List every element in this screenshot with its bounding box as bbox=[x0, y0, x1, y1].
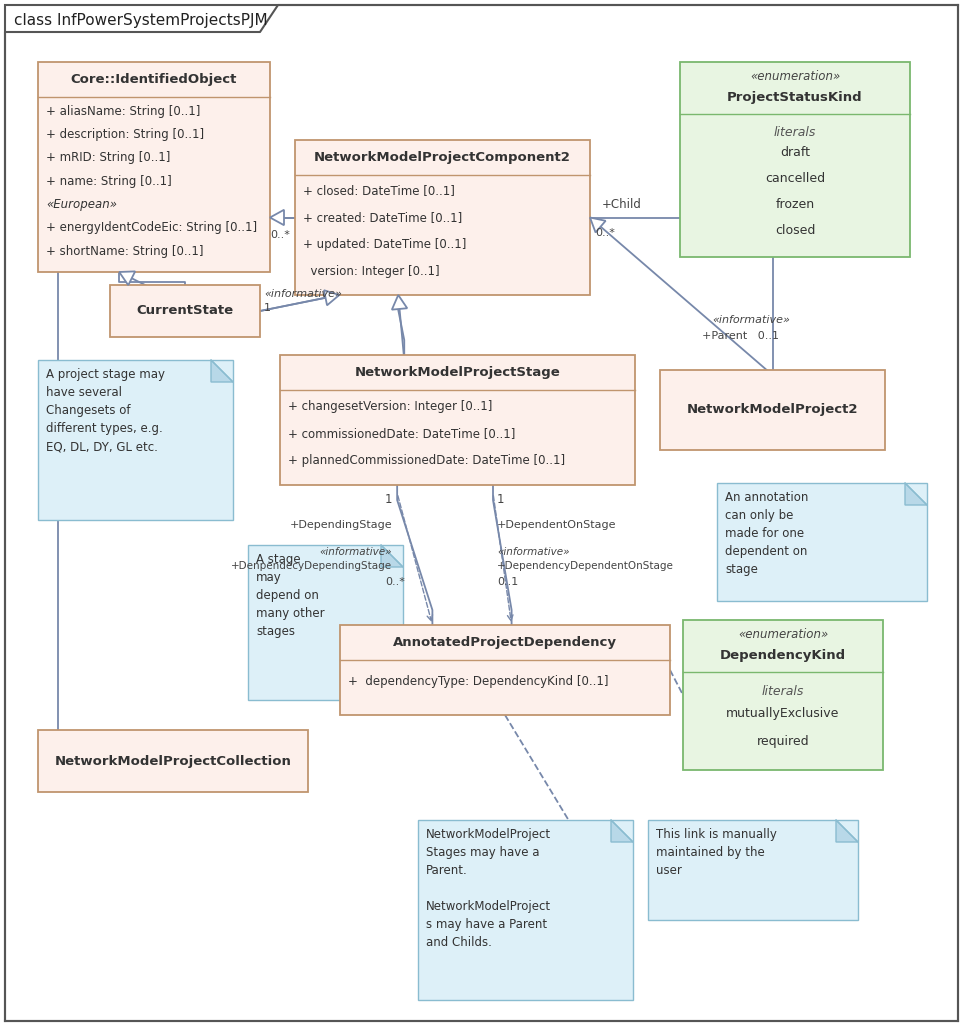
Text: +DenpendecyDependingStage: +DenpendecyDependingStage bbox=[231, 561, 392, 571]
Polygon shape bbox=[324, 290, 339, 306]
Text: +DependencyDependentOnStage: +DependencyDependentOnStage bbox=[497, 561, 674, 571]
Text: «informative»: «informative» bbox=[713, 315, 791, 325]
Text: 0..*: 0..* bbox=[271, 230, 290, 239]
Text: CurrentState: CurrentState bbox=[137, 305, 234, 317]
Text: required: required bbox=[757, 736, 809, 749]
Text: literals: literals bbox=[774, 126, 817, 139]
FancyBboxPatch shape bbox=[648, 820, 858, 920]
Text: mutuallyExclusive: mutuallyExclusive bbox=[726, 708, 840, 720]
Polygon shape bbox=[611, 820, 633, 842]
Text: 1: 1 bbox=[264, 303, 271, 313]
FancyBboxPatch shape bbox=[680, 62, 910, 256]
Text: «European»: «European» bbox=[46, 198, 117, 210]
Polygon shape bbox=[381, 545, 403, 567]
Text: + description: String [0..1]: + description: String [0..1] bbox=[46, 128, 204, 141]
Text: +DependentOnStage: +DependentOnStage bbox=[497, 520, 616, 530]
Polygon shape bbox=[211, 360, 233, 382]
Text: + commissionedDate: DateTime [0..1]: + commissionedDate: DateTime [0..1] bbox=[288, 427, 515, 440]
Text: 0..*: 0..* bbox=[385, 577, 405, 587]
Text: + aliasName: String [0..1]: + aliasName: String [0..1] bbox=[46, 105, 200, 118]
Text: + shortName: String [0..1]: + shortName: String [0..1] bbox=[46, 244, 203, 258]
Polygon shape bbox=[905, 483, 927, 505]
FancyBboxPatch shape bbox=[38, 62, 270, 272]
Text: draft: draft bbox=[780, 147, 810, 159]
Text: 0..*: 0..* bbox=[595, 228, 614, 237]
Text: DependencyKind: DependencyKind bbox=[720, 649, 846, 663]
Text: + updated: DateTime [0..1]: + updated: DateTime [0..1] bbox=[303, 238, 466, 250]
Text: NetworkModelProject2: NetworkModelProject2 bbox=[687, 403, 858, 417]
Text: ProjectStatusKind: ProjectStatusKind bbox=[727, 91, 863, 105]
Text: A project stage may
have several
Changesets of
different types, e.g.
EQ, DL, DY,: A project stage may have several Changes… bbox=[46, 368, 165, 453]
Text: «informative»: «informative» bbox=[497, 547, 569, 557]
Text: 0..1: 0..1 bbox=[497, 577, 518, 587]
Polygon shape bbox=[270, 209, 284, 225]
Text: version: Integer [0..1]: version: Integer [0..1] bbox=[303, 265, 440, 277]
FancyBboxPatch shape bbox=[110, 285, 260, 337]
Text: This link is manually
maintained by the
user: This link is manually maintained by the … bbox=[656, 828, 777, 877]
Text: NetworkModelProjectComponent2: NetworkModelProjectComponent2 bbox=[314, 151, 571, 164]
FancyBboxPatch shape bbox=[38, 731, 308, 792]
Text: + energyIdentCodeEic: String [0..1]: + energyIdentCodeEic: String [0..1] bbox=[46, 222, 257, 234]
Text: + mRID: String [0..1]: + mRID: String [0..1] bbox=[46, 151, 170, 164]
Text: + closed: DateTime [0..1]: + closed: DateTime [0..1] bbox=[303, 185, 455, 197]
Text: «enumeration»: «enumeration» bbox=[750, 70, 840, 82]
Text: «informative»: «informative» bbox=[264, 289, 342, 299]
Text: 1: 1 bbox=[497, 494, 505, 506]
Text: literals: literals bbox=[762, 685, 804, 698]
FancyBboxPatch shape bbox=[38, 360, 233, 520]
Text: An annotation
can only be
made for one
dependent on
stage: An annotation can only be made for one d… bbox=[725, 491, 808, 576]
Text: 1: 1 bbox=[384, 494, 392, 506]
Text: closed: closed bbox=[775, 225, 816, 237]
FancyBboxPatch shape bbox=[340, 625, 670, 715]
Text: +Parent   0..1: +Parent 0..1 bbox=[702, 331, 779, 341]
Text: NetworkModelProjectStage: NetworkModelProjectStage bbox=[354, 366, 560, 379]
FancyBboxPatch shape bbox=[418, 820, 633, 1000]
Polygon shape bbox=[119, 272, 135, 285]
Text: «enumeration»: «enumeration» bbox=[738, 628, 828, 640]
Text: NetworkModelProject
Stages may have a
Parent.

NetworkModelProject
s may have a : NetworkModelProject Stages may have a Pa… bbox=[426, 828, 551, 949]
Polygon shape bbox=[392, 295, 407, 310]
Text: «informative»: «informative» bbox=[320, 547, 392, 557]
Text: class InfPowerSystemProjectsPJM: class InfPowerSystemProjectsPJM bbox=[14, 13, 268, 29]
Text: cancelled: cancelled bbox=[765, 172, 825, 186]
FancyBboxPatch shape bbox=[717, 483, 927, 601]
Text: + created: DateTime [0..1]: + created: DateTime [0..1] bbox=[303, 211, 462, 224]
Text: NetworkModelProjectCollection: NetworkModelProjectCollection bbox=[55, 754, 292, 767]
Text: +Child: +Child bbox=[602, 198, 642, 211]
Text: + plannedCommissionedDate: DateTime [0..1]: + plannedCommissionedDate: DateTime [0..… bbox=[288, 455, 565, 467]
FancyBboxPatch shape bbox=[295, 140, 590, 295]
FancyBboxPatch shape bbox=[280, 355, 635, 485]
Text: + name: String [0..1]: + name: String [0..1] bbox=[46, 174, 171, 188]
Text: +  dependencyType: DependencyKind [0..1]: + dependencyType: DependencyKind [0..1] bbox=[348, 675, 609, 688]
Polygon shape bbox=[836, 820, 858, 842]
Text: +DependingStage: +DependingStage bbox=[290, 520, 392, 530]
Text: frozen: frozen bbox=[775, 198, 815, 211]
Polygon shape bbox=[590, 218, 606, 233]
FancyBboxPatch shape bbox=[660, 370, 885, 450]
Text: Core::IdentifiedObject: Core::IdentifiedObject bbox=[71, 73, 237, 86]
FancyBboxPatch shape bbox=[683, 620, 883, 770]
FancyBboxPatch shape bbox=[248, 545, 403, 700]
Text: AnnotatedProjectDependency: AnnotatedProjectDependency bbox=[393, 636, 617, 649]
Text: A stage
may
depend on
many other
stages: A stage may depend on many other stages bbox=[256, 553, 325, 638]
Text: + changesetVersion: Integer [0..1]: + changesetVersion: Integer [0..1] bbox=[288, 400, 492, 412]
